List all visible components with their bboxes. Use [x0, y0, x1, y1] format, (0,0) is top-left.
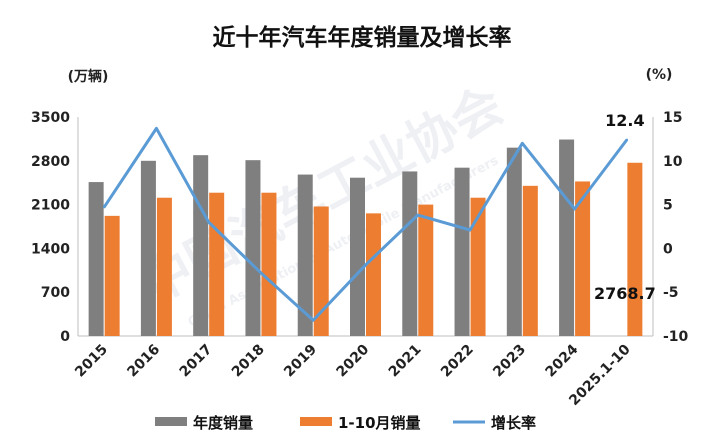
growth-rate-point	[312, 319, 315, 322]
legend-label: 1-10月销量	[338, 414, 421, 432]
legend-swatch	[300, 417, 332, 426]
jan-oct-sales-bar	[575, 181, 591, 336]
right-y-tick-label: 15	[663, 110, 682, 126]
left-y-tick-label: 0	[60, 329, 70, 345]
growth-rate-point	[207, 220, 210, 224]
jan-oct-sales-bar	[156, 197, 172, 336]
x-tick-label: 2024	[543, 341, 582, 380]
annual-sales-bar	[88, 182, 104, 336]
annotations: 12.4 2768.7	[594, 111, 656, 303]
annual-sales-bar	[140, 160, 156, 336]
x-tick-label: 2015	[72, 342, 111, 381]
x-tick-label: 2018	[229, 342, 268, 381]
growth-rate-point	[521, 142, 524, 145]
growth-rate-point	[416, 213, 419, 217]
left-y-tick-label: 1400	[31, 241, 70, 257]
jan-oct-sales-bar	[627, 162, 643, 336]
growth-rate-point	[102, 206, 106, 209]
axes	[77, 117, 654, 337]
right-y-tick-label: -10	[663, 329, 689, 345]
growth-rate-point	[573, 207, 576, 211]
growth-rate-point	[155, 127, 158, 130]
left-y-tick-label: 3500	[31, 110, 70, 126]
jan-oct-sales-bar	[209, 192, 225, 336]
jan-oct-sales-bar	[366, 213, 381, 336]
jan-oct-sales-bar	[418, 204, 434, 336]
growth-rate-point	[259, 271, 263, 275]
x-tick-label: 2021	[386, 342, 425, 381]
data-label: 12.4	[605, 111, 644, 130]
right-y-tick-label: 5	[663, 198, 673, 214]
annual-sales-bar	[297, 174, 313, 336]
x-tick-label: 2017	[177, 342, 216, 381]
left-y-tick-label: 2800	[31, 154, 70, 170]
right-y-tick-label: -5	[663, 285, 679, 301]
x-tick-label: 2016	[124, 342, 163, 381]
legend-label: 增长率	[491, 414, 536, 432]
x-tick-label: 2020	[333, 341, 372, 380]
legend-label: 年度销量	[193, 414, 253, 432]
annual-sales-bar	[454, 167, 470, 336]
growth-rate-point	[364, 263, 367, 267]
bars	[88, 139, 643, 336]
left-y-tick-label: 700	[41, 285, 70, 301]
x-tick-label: 2022	[438, 342, 477, 381]
chart-title: 近十年汽车年度销量及增长率	[213, 24, 512, 51]
jan-oct-sales-bar	[313, 206, 329, 336]
legend: 年度销量 1-10月销量 增长率	[155, 414, 536, 432]
jan-oct-sales-bar	[261, 192, 277, 336]
left-axis-unit: (万辆)	[68, 68, 109, 85]
annual-sales-bar	[245, 160, 261, 336]
annual-sales-bar	[506, 147, 522, 336]
x-tick-label: 2019	[281, 342, 320, 381]
jan-oct-sales-bar	[104, 215, 120, 336]
jan-oct-sales-bar	[470, 197, 486, 336]
growth-line	[102, 126, 629, 322]
annual-sales-bar	[559, 139, 575, 336]
data-label: 2768.7	[594, 284, 656, 303]
annual-sales-bar	[193, 155, 209, 336]
left-y-tick-label: 2100	[31, 198, 70, 214]
right-y-tick-label: 0	[663, 241, 673, 257]
legend-swatch	[155, 417, 187, 426]
right-axis-unit: (%)	[646, 67, 673, 83]
annual-sales-bar	[402, 171, 418, 336]
annual-sales-bar	[350, 177, 365, 336]
jan-oct-sales-bar	[522, 185, 538, 336]
right-y-tick-label: 10	[663, 154, 683, 170]
growth-rate-point	[468, 228, 472, 232]
x-tick-label: 2023	[490, 342, 529, 381]
growth-rate-point	[625, 138, 629, 141]
